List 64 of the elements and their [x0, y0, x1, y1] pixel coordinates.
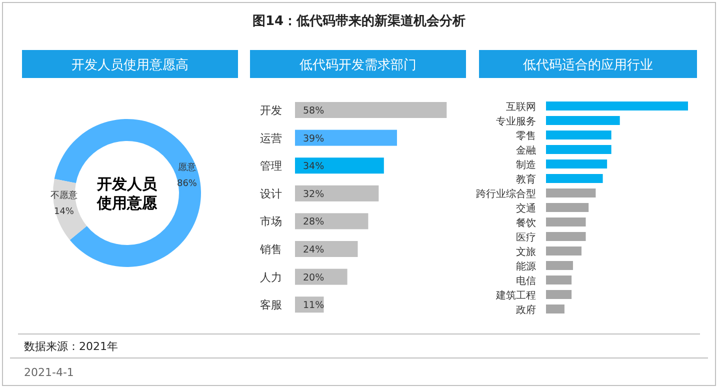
y-tick-label: 政府 — [516, 304, 536, 316]
bar — [546, 160, 608, 168]
bar — [546, 290, 572, 299]
y-tick-label: 建筑工程 — [495, 290, 536, 302]
text: 图14：低代码带来的新渠道机会分析 — [252, 13, 466, 29]
text: 开发人员使用意愿 — [96, 175, 158, 212]
y-tick-label: 运营 — [260, 132, 282, 145]
bar — [295, 158, 384, 174]
data-label: 39% — [303, 133, 324, 144]
data-label: 28% — [303, 216, 324, 228]
bar — [546, 203, 589, 212]
y-tick-label: 医疗 — [516, 232, 536, 244]
bar — [546, 130, 612, 140]
data-label: 34% — [303, 161, 324, 172]
y-tick-label: 开发 — [260, 104, 282, 117]
chart-title: 开发人员使用意愿高 — [72, 57, 188, 73]
data-label: 58% — [303, 106, 324, 116]
bar — [546, 276, 572, 284]
bar — [546, 102, 688, 110]
bar — [295, 185, 379, 202]
y-tick-label: 跨行业综合型 — [476, 188, 536, 200]
bar — [546, 174, 603, 183]
bar — [295, 102, 447, 118]
y-tick-label: 人力 — [260, 270, 282, 284]
y-tick-label: 文旅 — [516, 246, 536, 258]
y-tick-label: 设计 — [260, 187, 282, 200]
bar — [295, 130, 397, 146]
data-label: 14% — [54, 207, 74, 217]
bar — [546, 304, 564, 314]
y-tick-label: 交通 — [516, 202, 536, 214]
slice-label: 愿意 — [178, 162, 196, 173]
bar — [546, 246, 582, 256]
slice-label: 不愿意 — [50, 190, 78, 201]
y-tick-label: 互联网 — [506, 101, 536, 113]
y-tick-label: 能源 — [516, 260, 536, 272]
data-label: 24% — [303, 244, 324, 256]
y-tick-label: 管理 — [260, 160, 282, 173]
bar — [546, 232, 586, 241]
bar — [295, 241, 358, 257]
y-tick-label: 制造 — [516, 159, 536, 171]
chart-title: 低代码开发需求部门 — [300, 57, 416, 73]
source-note: 数据来源：2021年 — [24, 340, 118, 353]
y-tick-label: 金融 — [516, 144, 536, 156]
bar — [546, 188, 596, 198]
y-tick-label: 客服 — [260, 298, 282, 312]
bar — [546, 145, 612, 154]
bar — [546, 116, 620, 125]
bar — [295, 268, 348, 285]
y-tick-label: 教育 — [516, 174, 536, 186]
data-label: 20% — [303, 272, 324, 284]
data-label: 32% — [303, 188, 324, 200]
y-tick-label: 专业服务 — [496, 116, 536, 128]
y-tick-label: 餐饮 — [516, 217, 536, 229]
y-tick-label: 电信 — [516, 275, 536, 287]
data-label: 11% — [303, 300, 324, 312]
data-label: 86% — [176, 179, 198, 189]
bar — [546, 261, 573, 270]
text: 2021-4-1 — [24, 366, 74, 379]
y-tick-label: 零售 — [516, 130, 536, 142]
bar — [295, 213, 368, 230]
y-tick-label: 销售 — [259, 243, 282, 256]
chart-title: 低代码适合的应用行业 — [523, 57, 653, 73]
bar — [546, 218, 586, 226]
y-tick-label: 市场 — [260, 215, 282, 228]
